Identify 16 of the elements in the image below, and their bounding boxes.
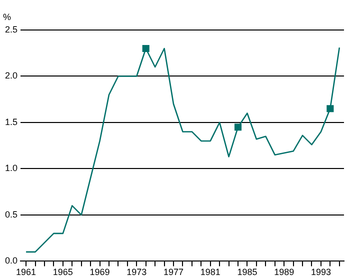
x-tick-label: 1961 (16, 267, 36, 278)
y-tick-label: 1.5 (4, 116, 18, 127)
x-tick-label: 1989 (274, 267, 294, 278)
x-tick-label: 1965 (52, 267, 73, 278)
y-tick-label: 1.0 (4, 163, 18, 174)
x-tick-label: 1985 (237, 267, 258, 278)
y-tick-label: 2.5 (4, 24, 18, 34)
x-tick-label: 1969 (90, 267, 110, 278)
x-tick-label: 1973 (126, 267, 147, 278)
x-tick-label: 1993 (310, 267, 331, 278)
x-tick-label: 1981 (200, 267, 220, 278)
y-axis-title: % (3, 12, 12, 22)
y-tick-label: 0.0 (4, 256, 18, 266)
y-tick-label: 2.0 (4, 70, 18, 81)
y-tick-label: 0.5 (4, 209, 18, 220)
x-tick-label: 1977 (163, 267, 184, 278)
